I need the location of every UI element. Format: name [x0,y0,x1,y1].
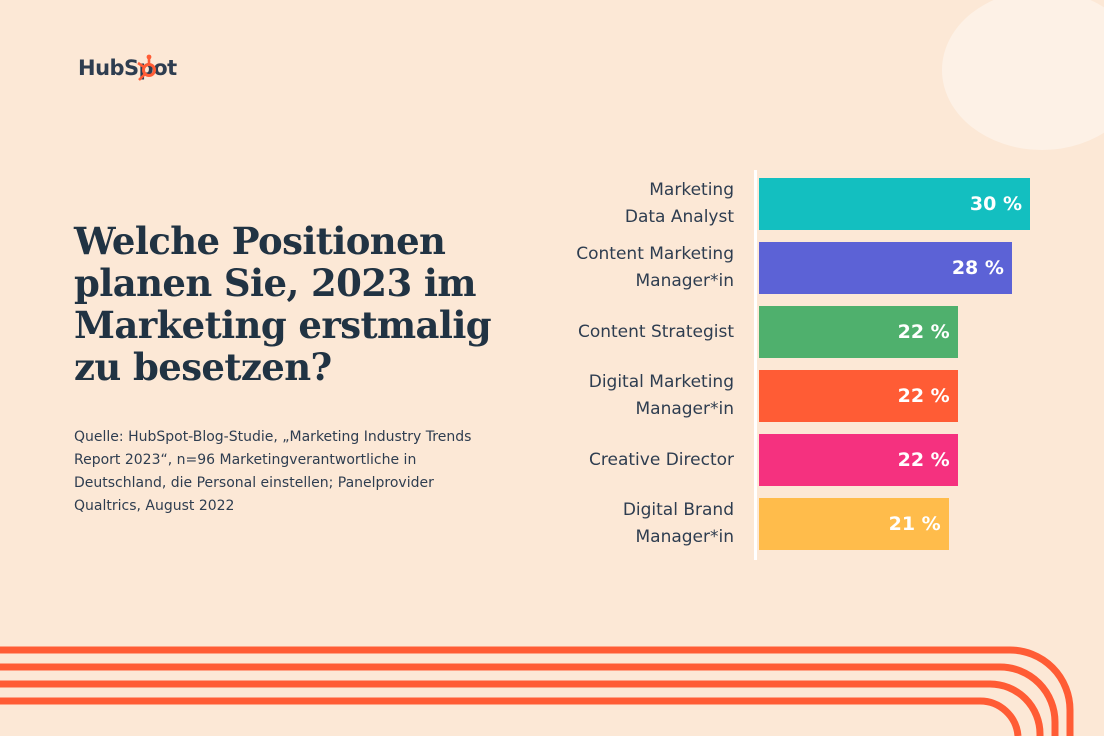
decorative-circle [942,0,1104,150]
bar: 21 % [759,498,949,550]
chart-row: Creative Director 22 % [520,434,1060,486]
chart-row: Digital Brand Manager*in 21 % [520,498,1060,550]
bar: 22 % [759,434,958,486]
bar-value-label: 22 % [897,449,950,471]
category-label: Content Strategist [514,306,734,358]
chart-row: Content Strategist 22 % [520,306,1060,358]
page-title: Welche Positionen planen Sie, 2023 im Ma… [74,219,492,389]
bar-value-label: 22 % [897,385,950,407]
category-label-text: Marketing Data Analyst [624,180,734,227]
category-label-text: Digital Brand Manager*in [622,500,734,547]
decorative-stripes [0,646,1074,736]
bar: 22 % [759,370,958,422]
category-label-text: Content Strategist [577,321,734,342]
category-label-text: Creative Director [589,449,734,470]
source-note: Quelle: HubSpot-Blog-Studie, „Marketing … [74,429,472,514]
bar-chart: Marketing Data Analyst 30 % Content Market… [520,170,1060,560]
chart-row: Digital Marketing Manager*in 22 % [520,370,1060,422]
bar: 30 % [759,178,1030,230]
category-label: Marketing Data Analyst [514,178,734,230]
hubspot-logo: HubSpot [78,56,177,80]
category-label-text: Digital Marketing Manager*in [588,372,734,419]
bar-value-label: 28 % [951,257,1004,279]
category-label: Digital Marketing Manager*in [514,370,734,422]
bar-value-label: 21 % [888,513,941,535]
bar: 22 % [759,306,958,358]
bar: 28 % [759,242,1012,294]
sprocket-icon [137,54,156,81]
category-label: Content Marketing Manager*in [514,242,734,294]
chart-row: Marketing Data Analyst 30 % [520,178,1060,230]
category-label: Digital Brand Manager*in [514,498,734,550]
chart-row: Content Marketing Manager*in 28 % [520,242,1060,294]
category-label-text: Content Marketing Manager*in [576,244,734,291]
bar-value-label: 22 % [897,321,950,343]
category-label: Creative Director [514,434,734,486]
bar-value-label: 30 % [969,193,1022,215]
chart-axis-line [754,170,757,560]
